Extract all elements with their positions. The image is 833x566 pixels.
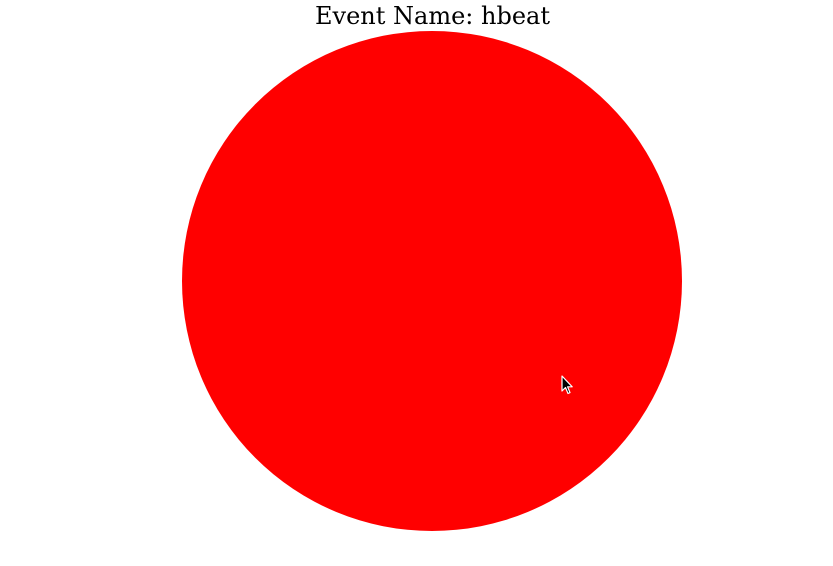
pie-slice [182,31,682,531]
mouse-pointer-icon [561,375,573,395]
chart-title: Event Name: hbeat [315,2,550,30]
